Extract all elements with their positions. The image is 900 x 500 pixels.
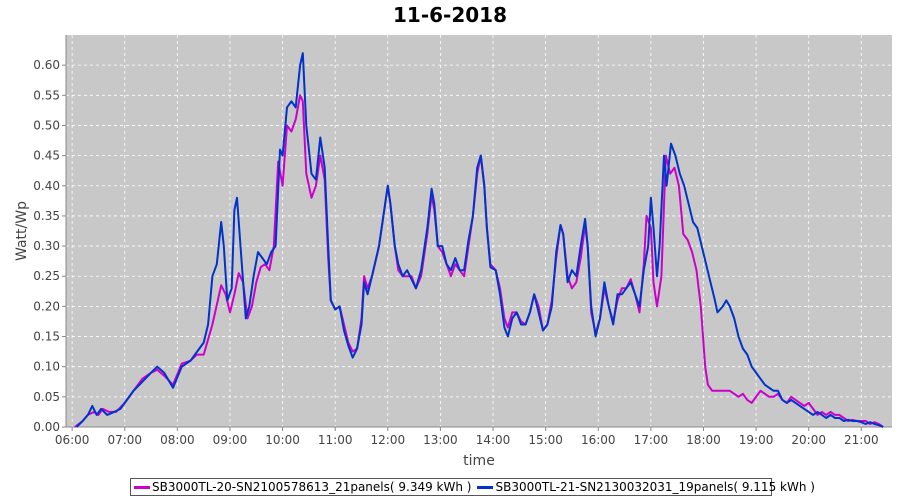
tick-labels: 0.00 0.05 0.10 0.15 0.20 0.25 0.30 0.35 0.40 0.45… <box>33 58 878 447</box>
x-tick-label: 09:00 <box>213 433 248 447</box>
y-tick-label: 0.15 <box>33 330 60 344</box>
grid-lines <box>66 35 892 428</box>
x-tick-label: 10:00 <box>265 433 300 447</box>
x-tick-label: 16:00 <box>581 433 616 447</box>
x-tick-label: 18:00 <box>686 433 721 447</box>
x-tick-label: 20:00 <box>791 433 826 447</box>
y-tick-label: 0.60 <box>33 58 60 72</box>
legend-swatch <box>477 485 494 489</box>
y-tick-label: 0.00 <box>33 420 60 434</box>
y-tick-label: 0.45 <box>33 149 60 163</box>
legend-item-2: SB3000TL-21-SN2130032031_19panels( 9.115… <box>477 480 815 494</box>
series-line-2 <box>75 52 884 428</box>
plot-area <box>66 35 892 427</box>
y-tick-label: 0.25 <box>33 269 60 283</box>
legend: SB3000TL-20-SN2100578613_21panels( 9.349… <box>130 478 815 496</box>
y-axis-label: Watt/Wp <box>14 201 30 261</box>
axes <box>62 35 892 431</box>
x-tick-label: 11:00 <box>318 433 353 447</box>
series-line-1 <box>74 94 884 428</box>
series-lines <box>74 52 884 428</box>
y-tick-label: 0.30 <box>33 239 60 253</box>
y-tick-label: 0.05 <box>33 390 60 404</box>
legend-label: SB3000TL-21-SN2130032031_19panels( 9.115… <box>495 480 815 494</box>
x-tick-label: 08:00 <box>160 433 195 447</box>
x-tick-label: 19:00 <box>739 433 774 447</box>
y-tick-label: 0.10 <box>33 360 60 374</box>
x-tick-label: 12:00 <box>371 433 406 447</box>
x-tick-label: 13:00 <box>423 433 458 447</box>
x-tick-label: 06:00 <box>55 433 90 447</box>
y-tick-label: 0.35 <box>33 209 60 223</box>
x-tick-label: 14:00 <box>476 433 511 447</box>
y-tick-label: 0.50 <box>33 118 60 132</box>
y-tick-label: 0.20 <box>33 299 60 313</box>
y-tick-label: 0.55 <box>33 88 60 102</box>
x-tick-label: 15:00 <box>528 433 563 447</box>
line-chart: 0.00 0.05 0.10 0.15 0.20 0.25 0.30 0.35 0.40 0.45… <box>14 35 892 469</box>
chart-title: 11-6-2018 <box>392 3 507 27</box>
x-tick-label: 21:00 <box>844 433 879 447</box>
x-tick-label: 17:00 <box>634 433 669 447</box>
y-tick-label: 0.40 <box>33 179 60 193</box>
legend-swatch <box>134 485 150 489</box>
legend-label: SB3000TL-20-SN2100578613_21panels( 9.349… <box>152 480 472 494</box>
x-axis-label: time <box>463 453 495 469</box>
legend-item-1: SB3000TL-20-SN2100578613_21panels( 9.349… <box>134 480 471 494</box>
x-tick-label: 07:00 <box>107 433 142 447</box>
